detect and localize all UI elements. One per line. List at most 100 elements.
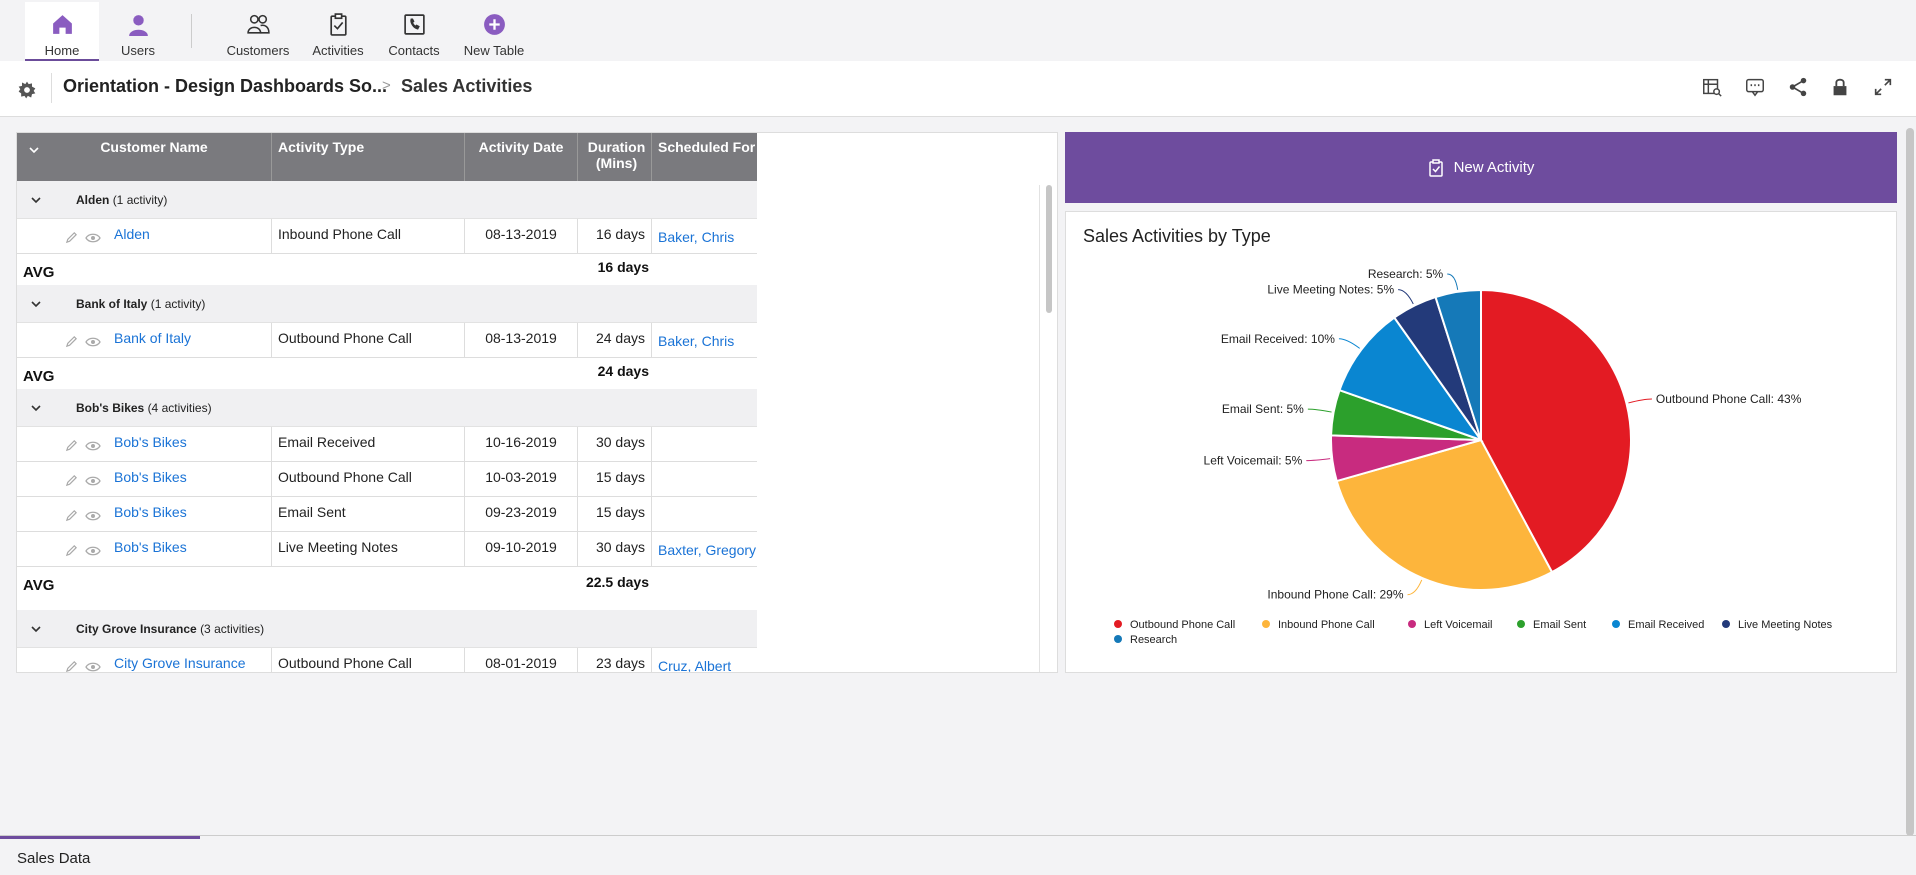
grid-header-customer[interactable]: Customer Name xyxy=(17,133,272,181)
chart-panel: Sales Activities by Type Outbound Phone … xyxy=(1065,211,1897,673)
view-eye-icon[interactable] xyxy=(85,475,101,487)
breadcrumb-app[interactable]: Orientation - Design Dashboards So... xyxy=(63,76,388,96)
edit-pencil-icon[interactable] xyxy=(65,544,78,557)
group-header-row[interactable]: Bob's Bikes (4 activities) xyxy=(17,389,757,427)
cell-type: Outbound Phone Call xyxy=(272,648,465,672)
nav-new-table[interactable]: New Table xyxy=(453,2,535,61)
scheduled-for-link[interactable]: Baker, Chris xyxy=(658,229,735,245)
new-activity-button[interactable]: New Activity xyxy=(1065,132,1897,203)
lock-icon[interactable] xyxy=(1829,76,1851,98)
nav-activities-label: Activities xyxy=(312,43,364,58)
page-header: Orientation - Design Dashboards So... > … xyxy=(0,61,1916,117)
pie-data-label: Research: 5% xyxy=(1368,267,1444,281)
cell-type: Outbound Phone Call xyxy=(272,462,465,497)
grid-header-scheduled[interactable]: Scheduled For xyxy=(652,133,757,181)
legend-item[interactable]: Live Meeting Notes xyxy=(1738,619,1833,631)
view-eye-icon[interactable] xyxy=(85,545,101,557)
customer-link[interactable]: Bob's Bikes xyxy=(114,469,187,485)
aggregate-row: AVG 22.5 days xyxy=(17,567,757,610)
nav-home[interactable]: Home xyxy=(25,2,99,61)
cell-duration: 30 days xyxy=(578,532,652,567)
legend-item[interactable]: Inbound Phone Call xyxy=(1278,619,1375,631)
edit-pencil-icon[interactable] xyxy=(65,509,78,522)
grid-header-type[interactable]: Activity Type xyxy=(272,133,465,181)
scheduled-for-link[interactable]: Baxter, Gregory xyxy=(658,542,757,558)
view-eye-icon[interactable] xyxy=(85,440,101,452)
group-header-row[interactable]: Bank of Italy (1 activity) xyxy=(17,285,757,323)
cell-type: Live Meeting Notes xyxy=(272,532,465,567)
duration-text: 15 days xyxy=(595,504,645,520)
legend-item[interactable]: Left Voicemail xyxy=(1424,619,1492,631)
legend-item[interactable]: Email Sent xyxy=(1533,619,1586,631)
chevron-down-icon[interactable] xyxy=(29,193,43,207)
phone-book-icon xyxy=(403,14,425,35)
edit-pencil-icon[interactable] xyxy=(65,335,78,348)
edit-pencil-icon[interactable] xyxy=(65,439,78,452)
nav-activities[interactable]: Activities xyxy=(301,2,375,61)
grid-scrollbar[interactable] xyxy=(1046,185,1052,313)
view-eye-icon[interactable] xyxy=(85,661,101,673)
page-scrollbar[interactable] xyxy=(1906,128,1914,836)
pie-slice-research[interactable] xyxy=(1434,288,1482,441)
legend-item[interactable]: Email Received xyxy=(1628,619,1704,631)
nav-divider xyxy=(191,14,192,48)
group-header-row[interactable]: Alden (1 activity) xyxy=(17,181,757,219)
table-search-icon[interactable] xyxy=(1701,76,1723,98)
legend-marker xyxy=(1612,620,1620,628)
grid-header-date[interactable]: Activity Date xyxy=(465,133,578,181)
cell-scheduled xyxy=(652,497,757,532)
grid-header-duration[interactable]: Duration (Mins) xyxy=(578,133,652,181)
edit-pencil-icon[interactable] xyxy=(65,660,78,673)
scheduled-for-link[interactable]: Cruz, Albert xyxy=(658,658,732,673)
chevron-down-icon[interactable] xyxy=(29,297,43,311)
scheduled-for-link[interactable]: Baker, Chris xyxy=(658,333,735,349)
customer-link[interactable]: Bank of Italy xyxy=(114,330,192,346)
tab-sales-data[interactable]: Sales Data xyxy=(0,836,200,875)
view-eye-icon[interactable] xyxy=(85,336,101,348)
header-divider xyxy=(51,73,52,103)
nav-contacts[interactable]: Contacts xyxy=(377,2,451,61)
pie-slice-inbound-phone-call[interactable] xyxy=(1335,438,1554,591)
chevron-down-icon[interactable] xyxy=(29,401,43,415)
collapse-all-chevron-icon[interactable] xyxy=(27,143,41,157)
nav-home-label: Home xyxy=(44,43,80,58)
pie-slice-outbound-phone-call[interactable] xyxy=(1480,288,1632,574)
chevron-down-icon[interactable] xyxy=(29,622,43,636)
activity-type-text: Outbound Phone Call xyxy=(278,330,412,346)
gear-icon[interactable] xyxy=(17,80,37,100)
cell-duration: 15 days xyxy=(578,497,652,532)
customer-link[interactable]: Bob's Bikes xyxy=(114,504,187,520)
clipboard-check-icon xyxy=(329,13,347,36)
view-eye-icon[interactable] xyxy=(85,510,101,522)
grid-panel: Customer Name Activity Type Activity Dat… xyxy=(16,132,1058,673)
cell-type: Email Received xyxy=(272,427,465,462)
customer-link[interactable]: Bob's Bikes xyxy=(114,539,187,555)
nav-customers-label: Customers xyxy=(226,43,290,58)
nav-customers[interactable]: Customers xyxy=(217,2,299,61)
customer-link[interactable]: Bob's Bikes xyxy=(114,434,187,450)
table-row: Bob's Bikes Email Sent 09-23-2019 15 days xyxy=(17,497,757,532)
comment-icon[interactable] xyxy=(1744,76,1766,98)
avg-value: 24 days xyxy=(597,363,649,379)
duration-text: 16 days xyxy=(595,226,645,242)
share-icon[interactable] xyxy=(1787,76,1809,98)
legend-item[interactable]: Outbound Phone Call xyxy=(1130,619,1235,631)
legend-item[interactable]: Research xyxy=(1130,634,1177,646)
customer-link[interactable]: City Grove Insurance xyxy=(114,655,246,671)
cell-scheduled: Baker, Chris xyxy=(652,219,757,254)
edit-pencil-icon[interactable] xyxy=(65,231,78,244)
col-date-label: Activity Date xyxy=(478,139,564,155)
cell-date: 10-16-2019 xyxy=(465,427,578,462)
nav-users[interactable]: Users xyxy=(101,2,175,61)
group-count: (1 activity) xyxy=(112,193,168,207)
customer-link[interactable]: Alden xyxy=(114,226,150,242)
pie-slice-email-received[interactable] xyxy=(1338,316,1484,442)
pie-data-label: Inbound Phone Call: 29% xyxy=(1267,588,1403,602)
page-title: Sales Activities xyxy=(401,76,533,96)
view-eye-icon[interactable] xyxy=(85,232,101,244)
expand-icon[interactable] xyxy=(1872,76,1894,98)
pie-label-connector xyxy=(1338,338,1361,349)
edit-pencil-icon[interactable] xyxy=(65,474,78,487)
group-name: Bob's Bikes (4 activities) xyxy=(76,401,212,415)
group-header-row[interactable]: City Grove Insurance (3 activities) xyxy=(17,610,757,648)
